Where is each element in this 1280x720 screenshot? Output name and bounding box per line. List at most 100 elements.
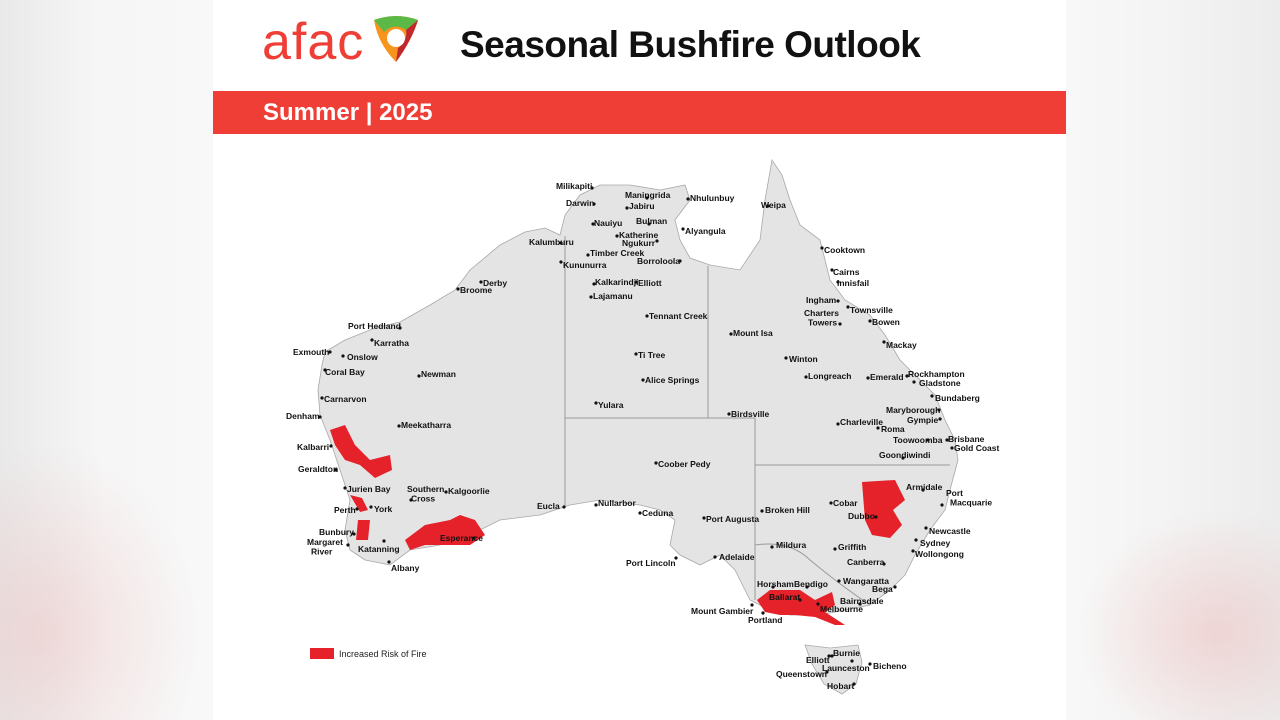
place-marker-adelaide [713, 555, 717, 559]
place-label-elliott: Elliott [806, 655, 830, 665]
place-marker-emerald [866, 376, 870, 380]
place-label-toowoomba: Toowoomba [893, 435, 943, 445]
place-marker-maryborough [937, 408, 941, 412]
place-label-meekatharra: Meekatharra [401, 420, 451, 430]
place-label-dubbo: Dubbo [848, 511, 875, 521]
place-label-cairns: Cairns [833, 267, 860, 277]
place-label-roma: Roma [881, 424, 905, 434]
place-marker-innisfail [836, 280, 840, 284]
place-label-sydney: Sydney [920, 538, 951, 548]
place-label-ceduna: Ceduna [642, 508, 673, 518]
place-marker-nullarbor [594, 503, 598, 507]
place-marker-ballarat [798, 598, 802, 602]
risk-area-perth [350, 495, 368, 512]
afac-logo-icon [374, 16, 419, 62]
place-label-wollongong: Wollongong [915, 549, 964, 559]
place-label-canberra: Canberra [847, 557, 885, 567]
place-marker-nhulunbuy [686, 197, 690, 201]
place-marker-kalumburu [559, 241, 563, 245]
place-label-armidale: Armidale [906, 482, 943, 492]
place-label-derby: Derby [483, 278, 507, 288]
place-marker-portland [761, 611, 765, 615]
place-label-nauiyu: Nauiyu [594, 218, 622, 228]
place-label-newcastle: Newcastle [929, 526, 971, 536]
place-marker-newman [417, 374, 421, 378]
place-label-longreach: Longreach [808, 371, 851, 381]
place-marker-margaret-river [346, 543, 350, 547]
place-marker-broken-hill [760, 509, 764, 513]
place-label-jabiru: Jabiru [629, 201, 655, 211]
legend-swatch-increased-risk [310, 648, 334, 659]
place-marker-cairns [830, 268, 834, 272]
place-marker-york [369, 505, 373, 509]
place-marker-bundaberg [930, 394, 934, 398]
place-marker-carnarvon [320, 396, 324, 400]
place-label-yulara: Yulara [598, 400, 624, 410]
place-marker-port-macquarie [940, 503, 944, 507]
place-marker-geraldton [334, 468, 338, 472]
place-marker-kununurra [559, 260, 563, 264]
place-marker-roma [876, 426, 880, 430]
place-label-kalumburu: Kalumburu [529, 237, 574, 247]
place-label-griffith: Griffith [838, 542, 866, 552]
place-marker-longreach [804, 375, 808, 379]
place-label-queenstown: Queenstown [776, 669, 827, 679]
place-label-cooktown: Cooktown [824, 245, 865, 255]
place-label-kalbarri: Kalbarri [297, 442, 329, 452]
place-marker-canberra [882, 562, 886, 566]
legend-label: Increased Risk of Fire [339, 648, 427, 659]
place-marker-albany [387, 560, 391, 564]
place-label-perth: Perth [334, 505, 356, 515]
place-label-townsville: Townsville [850, 305, 893, 315]
place-marker-port-augusta [702, 516, 706, 520]
place-label-tennant-creek: Tennant Creek [649, 311, 708, 321]
place-marker-rockhampton [905, 374, 909, 378]
place-label-port-augusta: Port Augusta [706, 514, 759, 524]
legend: Increased Risk of Fire [310, 648, 427, 659]
place-marker-jabiru [625, 206, 629, 210]
place-marker-mildura [770, 545, 774, 549]
place-label-hobart: Hobart [827, 681, 855, 691]
place-label-elliott: Elliott [638, 278, 662, 288]
place-label-nullarbor: Nullarbor [598, 498, 636, 508]
place-marker-mount-isa [729, 332, 733, 336]
risk-area-victoria [757, 590, 845, 625]
place-marker-karratha [370, 338, 374, 342]
place-label-bega: Bega [872, 584, 893, 594]
place-label-horsham: Horsham [757, 579, 794, 589]
place-marker-launceston [850, 659, 854, 663]
place-marker-queenstown [825, 670, 829, 674]
background-decoration [0, 430, 213, 720]
place-marker-lajamanu [589, 295, 593, 299]
place-label-coober-pedy: Coober Pedy [658, 459, 711, 469]
place-marker-gympie [938, 417, 942, 421]
place-label-albany: Albany [391, 563, 420, 573]
place-marker-milikapiti [590, 186, 594, 190]
tasmania [804, 644, 863, 695]
place-label-gympie: Gympie [907, 415, 938, 425]
place-label-bundaberg: Bundaberg [935, 393, 980, 403]
place-label-broome: Broome [460, 285, 492, 295]
place-label-kununurra: Kununurra [563, 260, 607, 270]
place-label-port-macquarie: Port Macquarie [946, 488, 992, 508]
place-label-onslow: Onslow [347, 352, 378, 362]
place-marker-kalbarri [329, 444, 333, 448]
place-label-newman: Newman [421, 369, 456, 379]
place-marker-bunbury [352, 532, 356, 536]
place-label-melbourne: Melbourne [820, 604, 863, 614]
place-marker-armidale [921, 488, 925, 492]
place-marker-southern-cross [409, 498, 413, 502]
place-marker-charleville [836, 422, 840, 426]
place-marker-alyangula [681, 227, 685, 231]
place-label-southern-cross: Southern Cross [407, 484, 444, 504]
place-marker-coral-bay [323, 368, 327, 372]
risk-area-dubbo [862, 480, 905, 538]
place-marker-mackay [882, 340, 886, 344]
place-label-york: York [374, 504, 393, 514]
place-label-ti-tree: Ti Tree [638, 350, 666, 360]
place-marker-kalgoorlie [444, 490, 448, 494]
place-label-port-hedland: Port Hedland [348, 321, 401, 331]
place-marker-perth [355, 507, 359, 511]
place-marker-nauiyu [591, 222, 595, 226]
